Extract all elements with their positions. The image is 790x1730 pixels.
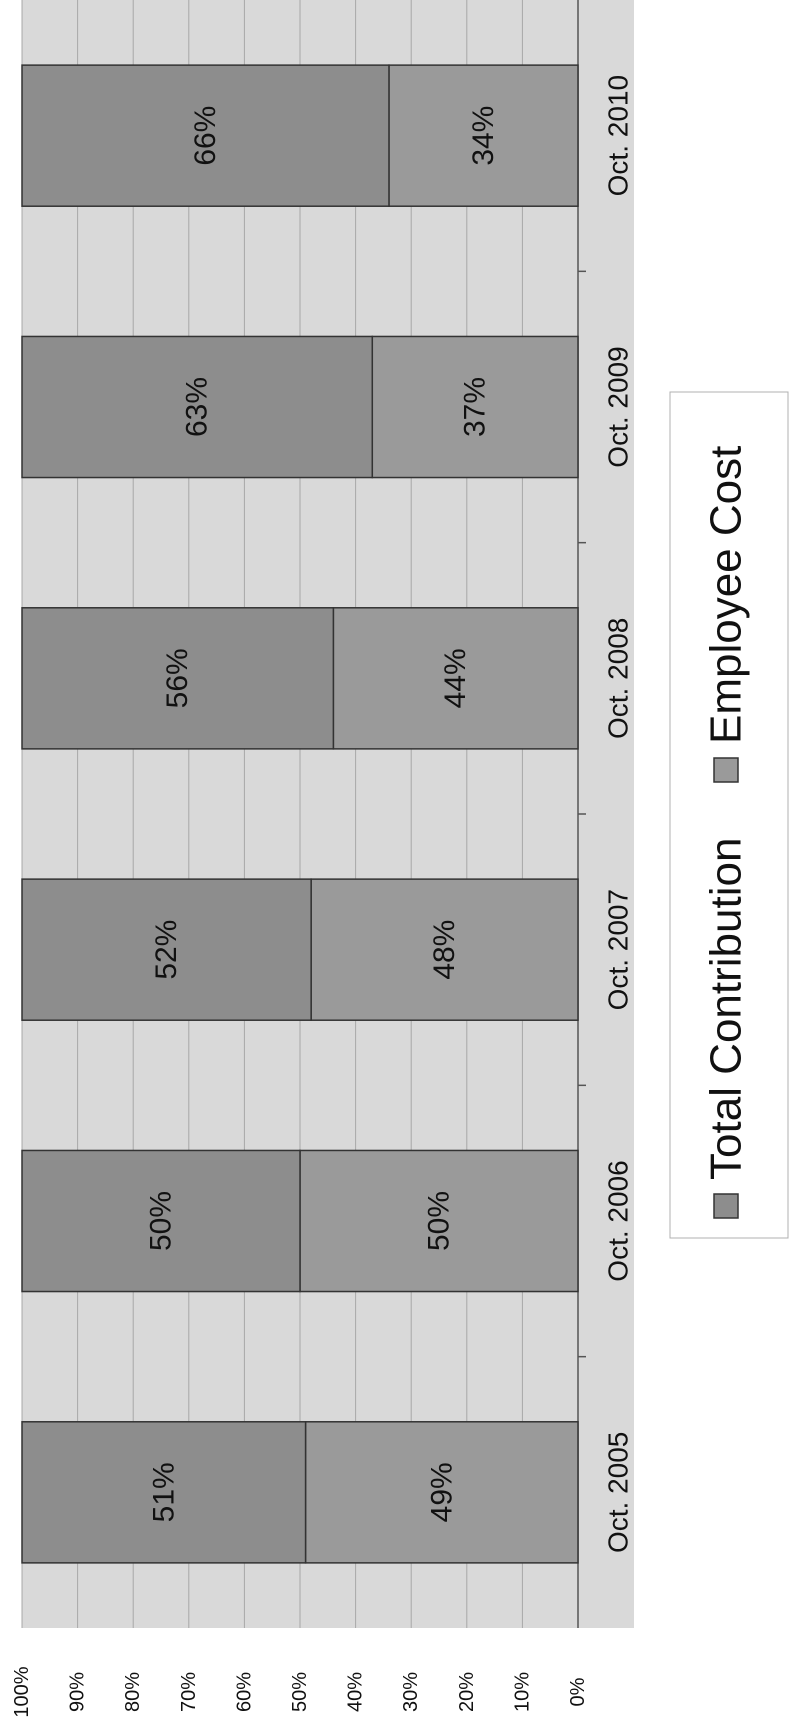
legend-label-employee-cost: Employee Cost bbox=[702, 446, 751, 744]
bar-employee-cost-oct-2009 bbox=[371, 335, 579, 479]
bar-total-contribution-oct-2010 bbox=[21, 64, 390, 207]
data-label-employee-cost-oct-2007: 48% bbox=[428, 920, 461, 980]
bar-employee-cost-oct-2005 bbox=[304, 1421, 579, 1564]
data-label-employee-cost-oct-2008: 44% bbox=[439, 648, 472, 708]
category-label-oct-2005: Oct. 2005 bbox=[603, 1432, 634, 1553]
value-tick-label-70: 70% bbox=[178, 1672, 200, 1712]
data-label-employee-cost-oct-2005: 49% bbox=[425, 1462, 458, 1522]
value-tick-label-60: 60% bbox=[233, 1672, 255, 1712]
bar-total-contribution-oct-2009 bbox=[21, 335, 374, 479]
value-tick-label-20: 20% bbox=[456, 1672, 478, 1712]
data-label-total-contribution-oct-2010: 66% bbox=[189, 106, 222, 166]
value-tick-label-90: 90% bbox=[67, 1672, 89, 1712]
value-tick-label-10: 10% bbox=[511, 1672, 533, 1712]
bar-total-contribution-oct-2007 bbox=[21, 878, 312, 1021]
category-label-oct-2007: Oct. 2007 bbox=[603, 889, 634, 1010]
data-label-total-contribution-oct-2006: 50% bbox=[145, 1191, 178, 1251]
bar-total-contribution-oct-2008 bbox=[21, 607, 335, 750]
bars bbox=[21, 64, 579, 1564]
data-label-total-contribution-oct-2005: 51% bbox=[147, 1462, 180, 1522]
legend-label-total-contribution: Total Contribution bbox=[702, 838, 751, 1180]
data-labels: 49% 51% 50% 50% 48% 52% 44% 56% 37% 63% 34% 66% bbox=[145, 106, 500, 1523]
data-label-total-contribution-oct-2007: 52% bbox=[150, 920, 183, 980]
data-label-total-contribution-oct-2009: 63% bbox=[181, 377, 214, 437]
value-tick-label-0: 0% bbox=[567, 1677, 589, 1706]
category-label-oct-2006: Oct. 2006 bbox=[603, 1160, 634, 1281]
bar-employee-cost-oct-2008 bbox=[332, 607, 579, 750]
legend: Total Contribution Employee Cost bbox=[669, 391, 789, 1239]
category-label-oct-2008: Oct. 2008 bbox=[603, 618, 634, 739]
category-axis-labels: Oct. 2005 Oct. 2006 Oct. 2007 Oct. 2008 Oct.… bbox=[603, 75, 634, 1553]
data-label-total-contribution-oct-2008: 56% bbox=[161, 648, 194, 708]
category-label-oct-2010: Oct. 2010 bbox=[603, 75, 634, 196]
data-label-employee-cost-oct-2010: 34% bbox=[467, 106, 500, 166]
tick-marks bbox=[577, 0, 586, 1628]
bar-total-contribution-oct-2005 bbox=[21, 1421, 307, 1564]
value-tick-label-80: 80% bbox=[122, 1672, 144, 1712]
legend-box bbox=[669, 391, 789, 1239]
value-tick-label-50: 50% bbox=[289, 1672, 311, 1712]
gridlines bbox=[21, 0, 579, 1628]
value-tick-label-100: 100% bbox=[11, 1666, 33, 1717]
bar-total-contribution-oct-2006 bbox=[21, 1149, 301, 1293]
data-label-employee-cost-oct-2009: 37% bbox=[459, 377, 492, 437]
bar-employee-cost-oct-2010 bbox=[388, 64, 579, 207]
data-label-employee-cost-oct-2006: 50% bbox=[423, 1191, 456, 1251]
bar-employee-cost-oct-2007 bbox=[310, 878, 579, 1021]
category-label-oct-2009: Oct. 2009 bbox=[603, 346, 634, 467]
legend-swatch-employee-cost bbox=[713, 757, 739, 783]
legend-swatch-total-contribution bbox=[713, 1193, 739, 1219]
value-tick-label-40: 40% bbox=[345, 1672, 367, 1712]
value-axis-labels: 0% 10% 20% 30% 40% 50% 60% 70% 80% 90% 100% bbox=[11, 1666, 589, 1717]
plot-area bbox=[22, 0, 634, 1628]
value-tick-label-30: 30% bbox=[400, 1672, 422, 1712]
